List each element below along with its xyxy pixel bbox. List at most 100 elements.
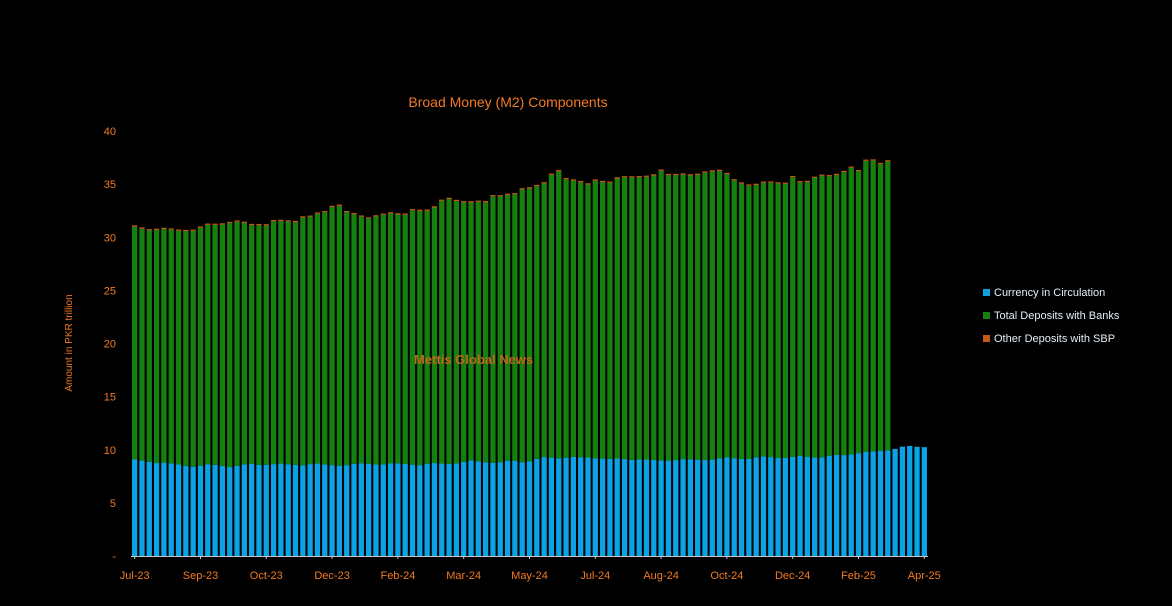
bar-segment-s2-10 — [205, 223, 211, 225]
bar-segment-s2-23 — [300, 216, 306, 218]
bar-segment-s2-42 — [439, 199, 445, 201]
bar-segment-s1-76 — [687, 175, 693, 460]
bar-segment-s1-51 — [504, 194, 511, 461]
bar-segment-s0-34 — [380, 464, 386, 556]
bars-layer — [132, 159, 927, 557]
bar-segment-s1-61 — [578, 182, 584, 458]
bar-segment-s2-72 — [658, 169, 664, 171]
bar-segment-s2-57 — [548, 173, 555, 175]
bar-segment-s1-100 — [863, 160, 869, 452]
x-tick-label-5: Mar-24 — [446, 570, 481, 582]
bar-segment-s1-86 — [760, 182, 767, 457]
bar-segment-s0-50 — [497, 462, 503, 556]
x-tick-label-6: May-24 — [511, 570, 548, 582]
bar-segment-s2-33 — [373, 215, 379, 217]
bar-segment-s1-38 — [409, 210, 416, 465]
bar-segment-s1-64 — [599, 182, 606, 459]
bar-segment-s2-1 — [139, 227, 145, 229]
bar-segment-s0-2 — [146, 461, 152, 556]
bar-segment-s1-60 — [570, 180, 576, 457]
bar-segment-s2-79 — [709, 170, 715, 172]
bar-segment-s0-19 — [270, 464, 277, 556]
bar-segment-s0-49 — [490, 462, 496, 556]
bar-segment-s1-35 — [387, 213, 394, 464]
bar-segment-s0-75 — [680, 459, 686, 556]
bar-segment-s2-49 — [490, 195, 496, 197]
bar-segment-s1-13 — [227, 223, 233, 468]
bar-segment-s2-73 — [665, 173, 672, 176]
bar-segment-s0-16 — [249, 463, 255, 556]
bar-segment-s0-54 — [526, 461, 533, 556]
bar-segment-s1-27 — [329, 207, 335, 466]
bar-segment-s0-51 — [504, 460, 511, 556]
bar-segment-s2-40 — [424, 209, 430, 211]
y-tick-label-4: 20 — [104, 339, 116, 351]
bar-segment-s1-6 — [175, 230, 182, 465]
bar-segment-s2-16 — [249, 223, 255, 226]
bar-segment-s0-43 — [446, 463, 452, 556]
bar-segment-s1-101 — [870, 160, 876, 452]
bar-segment-s1-87 — [768, 182, 774, 458]
bar-segment-s1-74 — [673, 175, 679, 461]
bar-segment-s1-25 — [314, 213, 321, 464]
bar-segment-s0-33 — [373, 464, 379, 556]
bar-segment-s2-38 — [409, 209, 416, 211]
bar-segment-s0-47 — [475, 461, 481, 556]
bar-segment-s1-50 — [497, 196, 503, 463]
bar-segment-s1-69 — [636, 177, 642, 460]
legend-item-deposits[interactable]: Total Deposits with Banks — [983, 304, 1163, 327]
bar-segment-s2-3 — [153, 228, 160, 230]
bar-segment-s1-70 — [643, 176, 650, 460]
bar-segment-s1-15 — [241, 222, 247, 465]
bar-segment-s2-76 — [687, 174, 693, 176]
bar-segment-s1-10 — [205, 224, 211, 465]
bar-segment-s2-84 — [746, 184, 752, 186]
bar-segment-s0-91 — [797, 455, 803, 556]
bar-segment-s1-47 — [475, 201, 481, 462]
bar-segment-s1-83 — [738, 183, 745, 459]
legend-swatch-sbp — [983, 335, 990, 342]
bar-segment-s0-37 — [402, 463, 408, 556]
bar-segment-s1-43 — [446, 199, 452, 464]
bar-segment-s1-91 — [797, 182, 803, 456]
bar-segment-s0-65 — [607, 458, 613, 556]
bar-segment-s0-58 — [556, 458, 562, 556]
bar-segment-s0-24 — [307, 464, 313, 556]
y-tick-label-7: 35 — [104, 179, 116, 191]
bar-segment-s2-61 — [578, 180, 584, 183]
bar-segment-s0-59 — [563, 457, 569, 556]
bar-segment-s0-77 — [695, 459, 701, 556]
bar-segment-s2-39 — [417, 209, 423, 211]
bar-segment-s1-79 — [709, 171, 715, 460]
bar-segment-s0-46 — [468, 460, 474, 557]
legend-item-sbp[interactable]: Other Deposits with SBP — [983, 327, 1163, 350]
bar-segment-s1-103 — [885, 161, 891, 451]
legend-item-currency[interactable]: Currency in Circulation — [983, 281, 1163, 304]
bar-segment-s0-81 — [724, 457, 730, 556]
bar-segment-s2-7 — [183, 230, 189, 232]
bar-segment-s2-2 — [146, 229, 152, 231]
bar-segment-s2-14 — [234, 220, 240, 222]
bar-segment-s2-6 — [175, 229, 182, 231]
bar-segment-s1-88 — [775, 183, 781, 459]
bar-segment-s1-5 — [168, 229, 174, 464]
bar-segment-s2-44 — [453, 199, 460, 202]
y-tick-label-1: 5 — [110, 498, 116, 510]
bar-segment-s0-28 — [336, 465, 343, 556]
bar-segment-s2-71 — [651, 174, 657, 176]
bar-segment-s0-8 — [190, 466, 196, 556]
bar-segment-s1-18 — [263, 225, 269, 465]
bar-segment-s2-58 — [556, 170, 562, 172]
bar-segment-s1-45 — [461, 202, 467, 462]
bar-segment-s2-27 — [329, 205, 335, 208]
y-tick-label-5: 25 — [104, 285, 116, 297]
x-tick-label-12: Apr-25 — [908, 570, 941, 582]
bar-segment-s1-31 — [358, 216, 364, 464]
bar-segment-s2-65 — [607, 181, 613, 183]
bar-segment-s1-8 — [190, 230, 196, 467]
bar-segment-s2-67 — [621, 176, 628, 178]
y-tick-label-0: - — [112, 551, 116, 563]
bar-segment-s1-93 — [812, 177, 818, 458]
bar-segment-s2-70 — [643, 175, 650, 177]
bar-segment-s1-19 — [270, 221, 277, 465]
